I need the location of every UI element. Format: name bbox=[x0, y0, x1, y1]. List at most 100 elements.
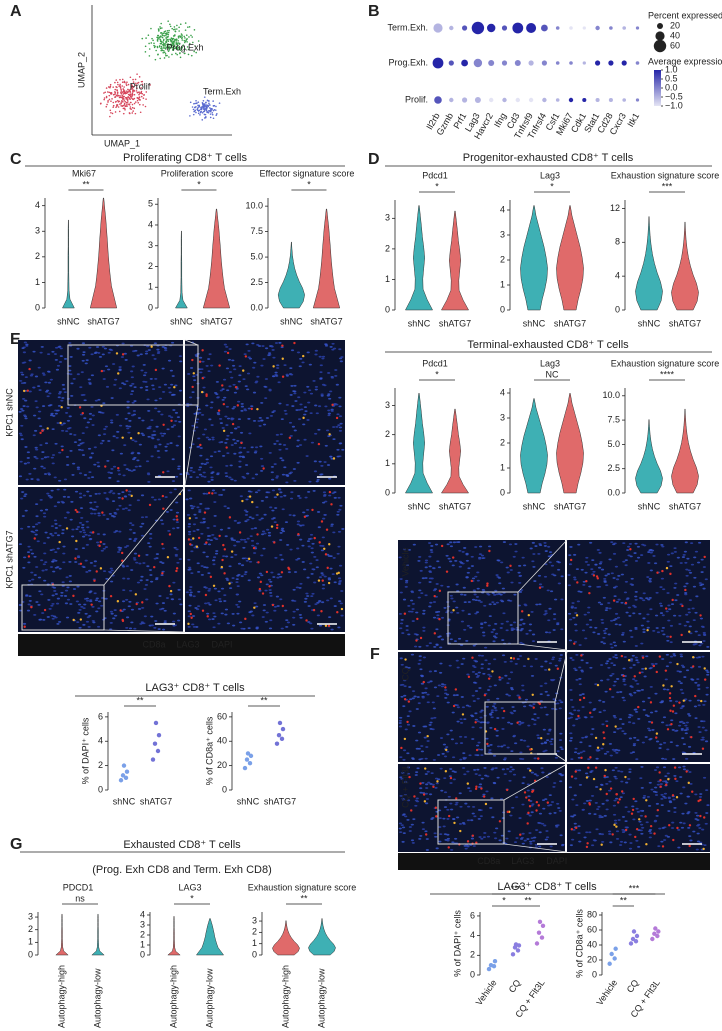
dapi-nucleus bbox=[408, 826, 412, 828]
dapi-nucleus bbox=[273, 496, 277, 499]
dapi-nucleus bbox=[477, 741, 481, 744]
dapi-nucleus bbox=[504, 674, 508, 677]
umap-cell bbox=[116, 91, 119, 94]
dapi-nucleus bbox=[595, 749, 599, 751]
x-category-label: shATG7 bbox=[140, 796, 172, 806]
stained-cell bbox=[484, 802, 488, 806]
dapi-nucleus bbox=[90, 452, 94, 455]
dapi-nucleus bbox=[688, 714, 692, 717]
dapi-nucleus bbox=[534, 545, 538, 547]
dapi-nucleus bbox=[46, 492, 50, 495]
dapi-nucleus bbox=[482, 672, 486, 675]
dapi-nucleus bbox=[610, 572, 614, 575]
y-tick-label: 2 bbox=[385, 243, 390, 253]
x-category-label: Autophagy-low bbox=[92, 968, 102, 1028]
dapi-nucleus bbox=[44, 568, 48, 571]
dapi-nucleus bbox=[419, 668, 423, 671]
dapi-nucleus bbox=[72, 377, 76, 380]
dapi-nucleus bbox=[80, 449, 84, 452]
dapi-nucleus bbox=[476, 571, 480, 574]
dapi-nucleus bbox=[210, 478, 214, 481]
dapi-nucleus bbox=[557, 561, 561, 564]
dapi-nucleus bbox=[298, 586, 302, 589]
dapi-nucleus bbox=[66, 406, 70, 409]
dapi-nucleus bbox=[247, 356, 251, 359]
dapi-nucleus bbox=[205, 404, 209, 407]
dapi-nucleus bbox=[522, 622, 526, 625]
dapi-nucleus bbox=[540, 665, 544, 668]
dapi-nucleus bbox=[455, 606, 459, 609]
stained-cell bbox=[701, 747, 705, 750]
dapi-nucleus bbox=[323, 384, 327, 387]
dapi-nucleus bbox=[273, 463, 277, 465]
dapi-nucleus bbox=[85, 599, 90, 602]
dapi-nucleus bbox=[705, 812, 709, 814]
y-tick-label: 60 bbox=[587, 924, 597, 934]
dapi-nucleus bbox=[477, 809, 482, 811]
dapi-nucleus bbox=[444, 838, 448, 841]
dapi-nucleus bbox=[418, 837, 422, 840]
umap-cell bbox=[137, 101, 140, 104]
dapi-nucleus bbox=[189, 591, 193, 594]
dapi-nucleus bbox=[315, 559, 319, 561]
stained-cell bbox=[697, 799, 700, 803]
dapi-nucleus bbox=[318, 355, 322, 358]
dapi-nucleus bbox=[20, 408, 24, 410]
dapi-nucleus bbox=[638, 820, 642, 823]
stained-cell bbox=[676, 662, 679, 666]
dapi-nucleus bbox=[648, 577, 652, 580]
dapi-nucleus bbox=[670, 719, 674, 722]
dapi-nucleus bbox=[311, 592, 315, 595]
dapi-nucleus bbox=[328, 494, 332, 497]
dapi-nucleus bbox=[277, 573, 281, 576]
dapi-nucleus bbox=[662, 766, 667, 769]
stained-cell bbox=[90, 603, 93, 606]
dapi-nucleus bbox=[204, 602, 208, 605]
dapi-nucleus bbox=[628, 847, 633, 850]
dapi-nucleus bbox=[233, 479, 237, 482]
dapi-nucleus bbox=[286, 475, 290, 477]
stained-cell bbox=[482, 795, 486, 798]
umap-cell bbox=[121, 85, 124, 87]
dapi-nucleus bbox=[240, 564, 245, 567]
stained-cell bbox=[328, 490, 332, 494]
dapi-nucleus bbox=[127, 493, 132, 496]
dapi-nucleus bbox=[97, 352, 101, 354]
dapi-nucleus bbox=[252, 552, 257, 554]
dapi-nucleus bbox=[145, 460, 150, 463]
dapi-nucleus bbox=[128, 490, 132, 493]
dapi-nucleus bbox=[582, 583, 586, 586]
stained-cell bbox=[241, 499, 244, 503]
dapi-nucleus bbox=[682, 553, 686, 556]
dapi-nucleus bbox=[450, 611, 454, 614]
data-point bbox=[150, 757, 156, 762]
dapi-nucleus bbox=[605, 607, 609, 609]
dapi-nucleus bbox=[688, 625, 692, 628]
dapi-nucleus bbox=[685, 568, 689, 571]
dapi-nucleus bbox=[340, 614, 344, 617]
dapi-nucleus bbox=[77, 611, 81, 614]
dapi-nucleus bbox=[229, 431, 234, 434]
dapi-nucleus bbox=[694, 643, 698, 645]
dapi-nucleus bbox=[702, 566, 706, 568]
dapi-nucleus bbox=[58, 361, 63, 363]
umap-cell bbox=[151, 37, 153, 40]
dapi-nucleus bbox=[597, 566, 602, 569]
stained-cell bbox=[423, 800, 427, 803]
dapi-nucleus bbox=[580, 568, 584, 571]
dapi-nucleus bbox=[269, 506, 273, 509]
dapi-nucleus bbox=[205, 458, 209, 461]
stained-cell bbox=[474, 787, 478, 791]
dapi-nucleus bbox=[193, 379, 197, 382]
umap-cell bbox=[167, 31, 170, 34]
dapi-nucleus bbox=[130, 569, 134, 571]
dapi-nucleus bbox=[482, 557, 486, 559]
dapi-nucleus bbox=[320, 394, 324, 397]
dapi-nucleus bbox=[407, 604, 411, 607]
dapi-nucleus bbox=[21, 515, 25, 517]
dapi-nucleus bbox=[654, 710, 658, 713]
dapi-nucleus bbox=[646, 613, 650, 616]
dapi-nucleus bbox=[51, 350, 55, 353]
dapi-nucleus bbox=[134, 440, 138, 443]
dapi-nucleus bbox=[90, 512, 94, 515]
